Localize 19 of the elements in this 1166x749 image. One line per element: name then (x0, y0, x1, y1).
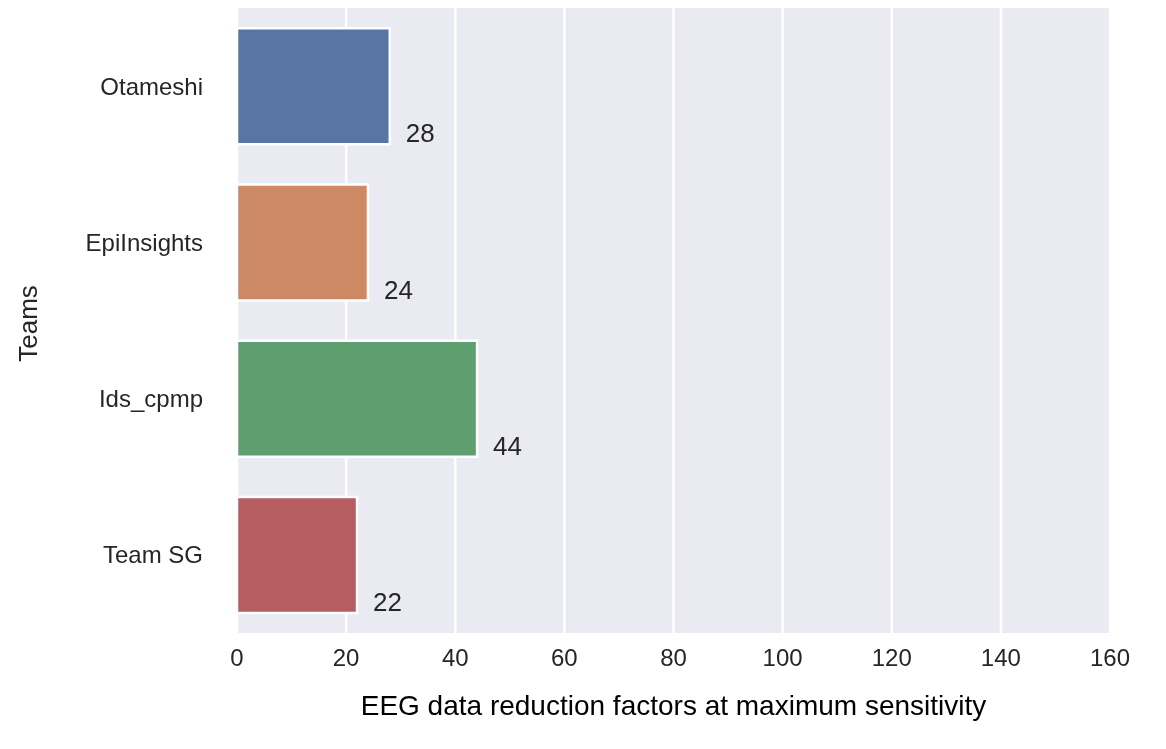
x-tick-label: 0 (230, 644, 244, 672)
x-tick-label: 120 (871, 644, 912, 672)
y-tick-label: Otameshi (100, 72, 203, 100)
data-label: 44 (493, 430, 522, 461)
y-tick-label: EpiInsights (85, 228, 203, 256)
data-label: 24 (383, 274, 413, 305)
x-tick-label: 80 (660, 644, 687, 672)
x-tick-label: 60 (551, 644, 578, 672)
x-tick-label: 40 (441, 644, 469, 672)
data-label: 28 (405, 118, 435, 149)
data-label: 22 (373, 587, 402, 618)
x-tick-label: 140 (980, 644, 1021, 672)
y-tick-label: Team SG (102, 541, 203, 569)
y-axis-title: Teams (12, 284, 44, 362)
x-axis-title: EEG data reduction factors at maximum sensitivity (359, 690, 988, 722)
x-tick-label: 100 (762, 644, 803, 672)
x-tick-label: 20 (332, 644, 360, 672)
x-tick-label: 160 (1089, 644, 1131, 672)
y-tick-label: Ids_cpmp (98, 385, 203, 413)
